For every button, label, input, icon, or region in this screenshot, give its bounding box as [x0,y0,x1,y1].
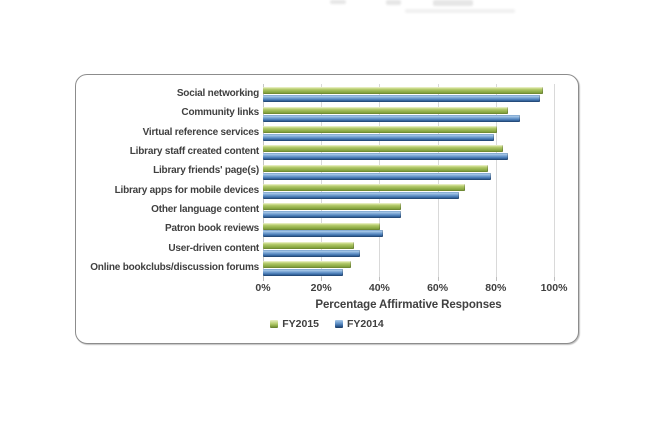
gridline [437,84,439,277]
bar-fy2014 [263,230,384,238]
category-label: Library apps for mobile devices [114,184,260,196]
legend-label-fy2014: FY2014 [347,318,384,330]
bar-fy2015 [263,261,352,269]
bar-fy2015 [263,164,489,172]
chart-panel: Social networking Community links Virtual … [75,74,579,344]
bar-fy2015 [263,183,465,191]
x-axis-tick [554,277,555,281]
category-axis-labels: Social networking Community links Virtual … [82,84,259,277]
x-axis-tick [495,277,497,281]
bar-fy2015 [263,203,401,211]
category-label: Online bookclubs/discussion forums [90,261,259,273]
legend-item-fy2014: FY2014 [335,318,384,330]
category-label: Social networking [176,88,259,100]
bar-fy2014 [263,211,401,219]
bar-fy2015 [263,87,544,95]
bar-fy2014 [263,133,494,141]
bar-fy2015 [263,126,497,133]
category-label: User-driven content [168,242,259,254]
cropped-text-fragment [330,0,346,4]
bar-fy2014 [263,269,343,276]
bar-fy2014 [263,153,509,161]
gridline [495,84,497,277]
bar-fy2015 [263,222,381,230]
x-axis-title: Percentage Affirmative Responses [315,299,502,311]
bar-fy2015 [263,145,503,153]
category-label: Library staff created content [129,146,259,158]
gridline [554,84,555,277]
cropped-text-fragment [433,0,473,6]
bar-fy2014 [263,114,521,122]
category-label: Virtual reference services [142,126,260,138]
category-axis-line [263,84,264,277]
legend-swatch-fy2014-icon [335,320,343,328]
legend-item-fy2015: FY2015 [270,318,319,330]
x-tick-label: 80% [485,282,507,294]
legend-swatch-fy2015-icon [270,320,279,328]
x-tick-label: 0% [255,282,271,294]
x-axis-tick [379,277,381,281]
bar-fy2015 [263,106,509,114]
cropped-text-fragment [386,0,401,5]
x-tick-label: 60% [427,282,449,294]
bar-fy2014 [263,191,459,199]
bar-fy2014 [263,249,361,257]
x-axis-tick [437,277,439,281]
legend-label-fy2015: FY2015 [282,318,319,330]
x-tick-label: 40% [368,282,390,294]
cropped-text-fragment [405,9,515,13]
category-label: Patron book reviews [164,223,259,235]
bar-fy2014 [263,172,491,180]
gridline [321,84,323,277]
category-label: Community links [181,107,259,119]
x-tick-label: 100% [540,282,568,294]
bar-fy2014 [263,95,541,103]
x-axis-tick [321,277,323,281]
category-label: Other language content [151,203,259,215]
gridline [379,84,381,277]
category-label: Library friends' page(s) [153,165,259,177]
x-tick-label: 20% [310,282,332,294]
plot-area: Percentage Affirmative Responses 0% 20% 40… [255,84,567,311]
bar-fy2015 [263,241,355,249]
legend: FY2015 FY2014 [76,317,578,331]
x-axis-tick [263,277,264,281]
